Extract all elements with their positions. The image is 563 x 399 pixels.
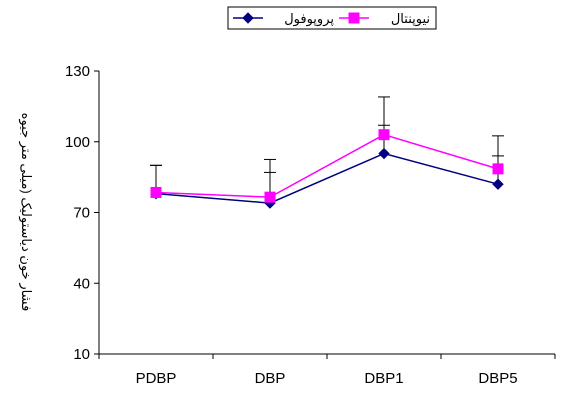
y-tick-label: 100 [65,134,90,151]
data-point-marker [348,12,360,24]
data-point-marker [378,147,390,160]
x-tick-label: DBP [255,370,286,387]
y-tick-label: 40 [73,275,90,292]
data-point-marker [264,191,276,203]
y-tick-label: 70 [73,205,90,222]
series-line [155,152,499,204]
y-tick-label: 130 [65,63,90,80]
data-point-marker [492,163,504,175]
x-tick-label: DBP5 [478,370,517,387]
legend: نیوپنتال پروپوفول [227,6,437,30]
data-point-marker [242,12,254,24]
x-tick-label: PDBP [136,370,177,387]
data-point-marker [150,186,162,198]
legend-label: نیوپنتال [391,11,430,27]
data-point-marker [378,129,390,141]
x-tick-label: DBP1 [364,370,403,387]
y-axis-label: فشار خون دیاستولیک (میلی متر جیوه [18,113,34,312]
legend-box [227,6,437,30]
legend-label: پروپوفول [284,11,334,27]
y-tick-label: 10 [73,346,90,363]
data-point-marker [492,178,504,190]
series-line [155,133,499,198]
